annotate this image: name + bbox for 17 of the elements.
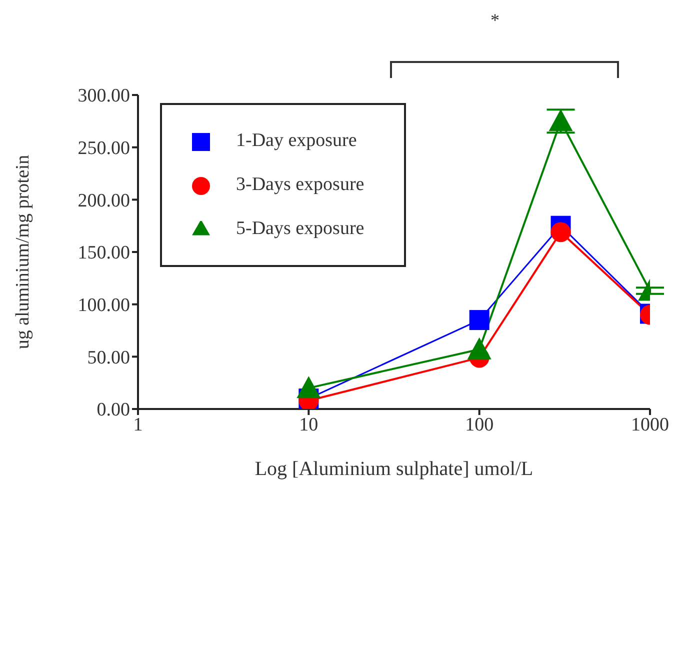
x-tick-label: 10 [299,414,318,436]
legend-label: 5-Days exposure [236,218,364,239]
y-tick-label: 50.00 [87,347,130,368]
text: * [490,10,500,31]
x-axis-title: Log [Aluminium sulphate] umol/L [254,458,534,480]
y-tick-label: 250.00 [78,138,130,160]
y-axis-title: ug aluminium/mg protein [12,154,34,350]
y-tick-label: 300.00 [78,86,130,107]
y-tick-label: 100.00 [78,295,130,316]
legend-label: 1-Day exposure [236,130,357,151]
x-tick-label: 1 [133,414,143,436]
x-tick-label: 100 [465,414,494,436]
y-tick-label: 200.00 [78,190,130,212]
y-tick-label: 150.00 [78,242,130,264]
x-tick-label: 1000 [631,414,669,436]
y-tick-label: 0.00 [96,400,130,421]
legend-label: 3-Days exposure [236,174,364,195]
